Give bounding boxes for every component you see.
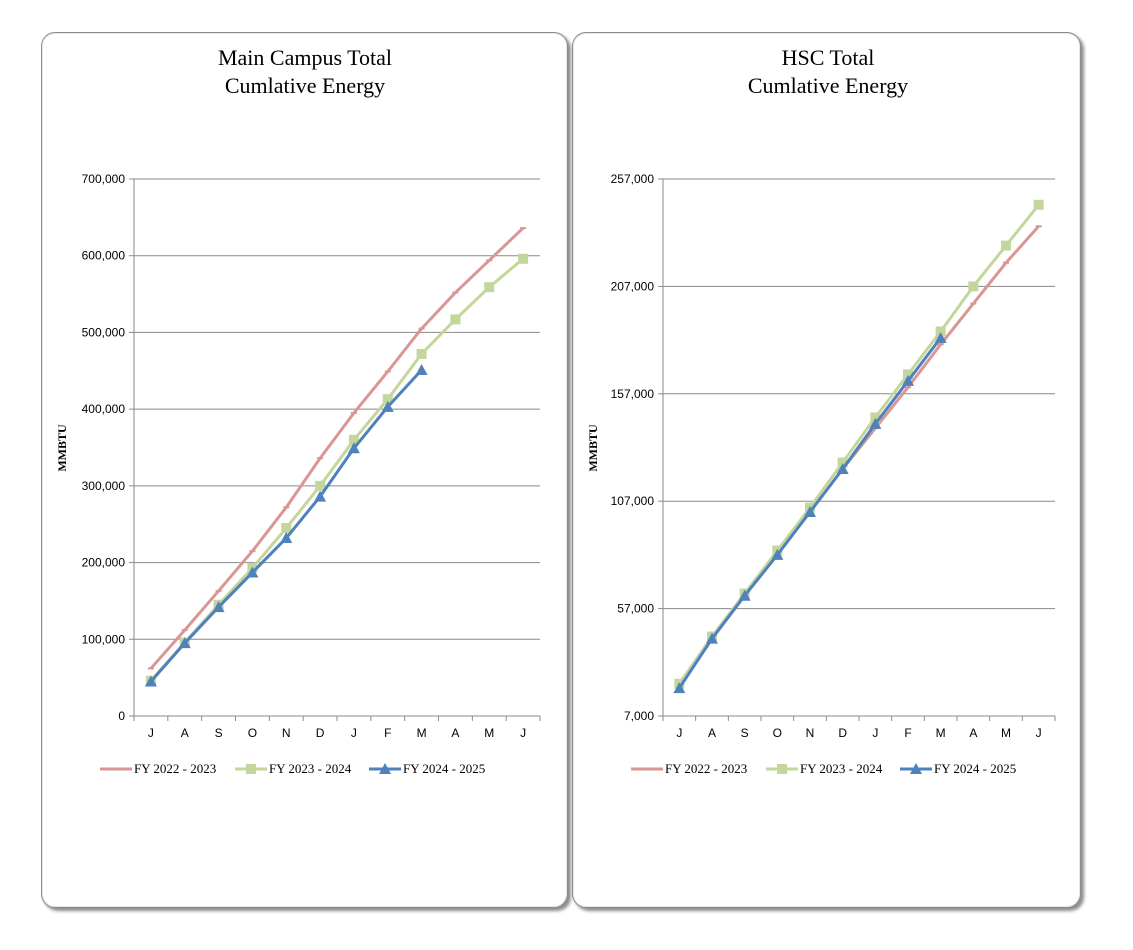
y-tick-label: 0 — [118, 709, 125, 723]
data-point — [771, 548, 784, 560]
series-line — [678, 225, 1040, 687]
data-point — [246, 566, 259, 578]
x-tick-label: M — [484, 726, 494, 740]
legend-label: FY 2022 - 2023 — [665, 761, 747, 776]
x-tick-label: S — [741, 726, 749, 740]
y-tick-label: 400,000 — [82, 402, 126, 416]
x-tick-label: A — [969, 726, 977, 740]
y-tick-label: 700,000 — [82, 172, 126, 186]
data-point — [144, 675, 157, 687]
data-point — [1001, 240, 1011, 251]
x-tick-label: J — [148, 726, 154, 740]
x-tick-label: D — [838, 726, 847, 740]
hsc-chart: HSC Total Cumlative Energy MMBTU 7,000 57… — [586, 45, 1056, 776]
y-tick-label: 500,000 — [82, 325, 126, 339]
x-tick-label: O — [248, 726, 257, 740]
y-tick-label: 200,000 — [82, 556, 126, 570]
data-point — [837, 457, 848, 468]
data-point — [935, 326, 946, 337]
legend-swatch-marker — [777, 764, 787, 774]
data-point — [381, 400, 394, 412]
x-tick-label: A — [708, 726, 716, 740]
data-point — [902, 374, 914, 386]
chart-title-line1: HSC Total — [782, 45, 875, 70]
data-point — [836, 462, 849, 474]
legend-label: FY 2022 - 2023 — [134, 761, 216, 776]
x-tick-label: A — [451, 726, 459, 740]
main-campus-chart: Main Campus Total Cumlative Energy MMBTU… — [55, 45, 541, 776]
data-point — [178, 637, 191, 649]
y-tick-label: 257,000 — [611, 172, 655, 186]
data-point — [738, 589, 751, 601]
chart-title-line1: Main Campus Total — [218, 45, 392, 70]
x-tick-label: S — [215, 726, 223, 740]
series-line — [149, 227, 525, 670]
legend-label: FY 2023 - 2024 — [800, 761, 883, 776]
data-point — [415, 364, 428, 376]
chart-title-line2: Cumlative Energy — [748, 73, 908, 98]
legend-label: FY 2024 - 2025 — [934, 761, 1016, 776]
x-tick-label: F — [904, 726, 911, 740]
data-point — [903, 369, 913, 380]
x-tick-label: O — [773, 726, 782, 740]
y-tick-label: 300,000 — [82, 479, 126, 493]
x-tick-label: J — [872, 726, 878, 740]
x-tick-label: M — [1001, 726, 1011, 740]
x-tick-label: M — [936, 726, 946, 740]
data-point — [968, 281, 979, 292]
data-point — [348, 434, 359, 445]
x-tick-label: M — [417, 726, 427, 740]
x-tick-label: A — [181, 726, 189, 740]
y-axis-label: MMBTU — [55, 424, 69, 472]
data-point — [804, 505, 816, 517]
chart-panel-hsc: HSC Total Cumlative Energy MMBTU 7,000 57… — [572, 32, 1081, 908]
legend-label: FY 2024 - 2025 — [403, 761, 485, 776]
data-point — [416, 348, 427, 359]
legend-label: FY 2023 - 2024 — [269, 761, 352, 776]
y-tick-label: 7,000 — [624, 709, 654, 723]
legend-swatch-marker — [910, 763, 922, 774]
series-line — [149, 257, 525, 682]
x-tick-label: N — [806, 726, 815, 740]
x-tick-label: D — [316, 726, 325, 740]
data-point — [673, 682, 686, 694]
x-tick-label: N — [282, 726, 291, 740]
y-axis-label: MMBTU — [586, 424, 600, 472]
x-tick-label: J — [1036, 726, 1042, 740]
y-tick-label: 157,000 — [611, 387, 655, 401]
data-point — [706, 632, 718, 644]
y-tick-label: 100,000 — [82, 632, 126, 646]
data-point — [450, 314, 461, 325]
x-tick-label: J — [351, 726, 357, 740]
data-point — [314, 490, 327, 502]
data-point — [212, 601, 225, 613]
data-point — [870, 412, 881, 423]
data-point — [484, 282, 495, 293]
x-tick-label: J — [676, 726, 682, 740]
data-point — [518, 253, 529, 264]
y-tick-label: 57,000 — [617, 602, 654, 616]
x-tick-label: F — [384, 726, 391, 740]
x-tick-label: J — [520, 726, 526, 740]
chart-title-line2: Cumlative Energy — [225, 73, 385, 98]
legend-swatch-marker — [379, 763, 391, 774]
data-point — [315, 480, 326, 491]
y-tick-label: 107,000 — [611, 494, 655, 508]
y-tick-label: 207,000 — [611, 279, 655, 293]
data-point — [347, 442, 360, 454]
chart-panel-main-campus: Main Campus Total Cumlative Energy MMBTU… — [41, 32, 568, 908]
legend-swatch-marker — [246, 764, 256, 774]
data-point — [280, 532, 293, 544]
data-point — [869, 417, 882, 429]
data-point — [281, 523, 292, 534]
data-point — [382, 394, 393, 405]
data-point — [934, 331, 947, 343]
data-point — [1033, 199, 1044, 210]
y-tick-label: 600,000 — [82, 249, 126, 263]
